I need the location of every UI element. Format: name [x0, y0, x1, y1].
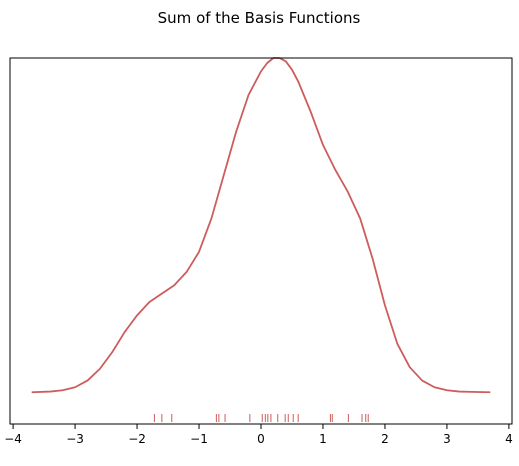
x-tick-label-0: −4	[4, 432, 22, 446]
plot-frame	[9, 57, 513, 425]
x-tick-label-2: −2	[128, 432, 146, 446]
x-tick-label-5: 1	[319, 432, 327, 446]
x-axis: −4 −3 −2 −1 0 1 2 3 4	[4, 424, 513, 446]
x-tick-label-8: 4	[505, 432, 513, 446]
x-tick-label-4: 0	[257, 432, 265, 446]
chart-title: Sum of the Basis Functions	[158, 9, 361, 27]
series-line-0	[31, 57, 491, 394]
x-tick-label-6: 2	[381, 432, 389, 446]
x-tick-label-3: −1	[190, 432, 208, 446]
x-tick-label-7: 3	[443, 432, 451, 446]
plot-area	[31, 57, 491, 422]
x-tick-label-1: −3	[66, 432, 84, 446]
